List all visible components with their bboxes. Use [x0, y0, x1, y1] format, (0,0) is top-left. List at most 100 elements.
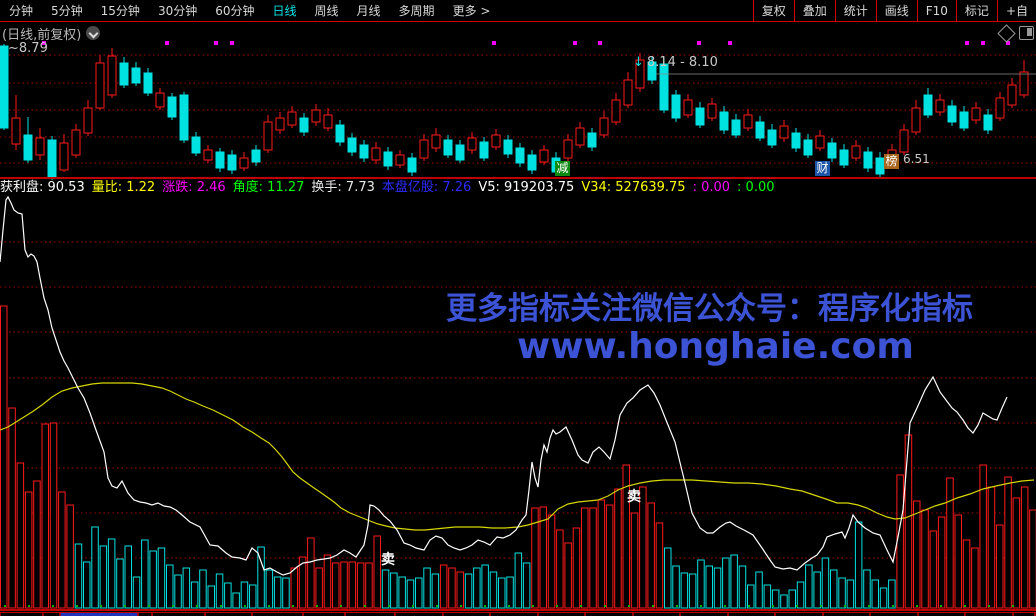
indicator-bar — [207, 585, 215, 609]
baseline-dot — [580, 605, 582, 607]
baseline-dot — [292, 605, 294, 607]
indicator-bar — [813, 571, 821, 609]
baseline-dot — [868, 605, 870, 607]
indicator-bar — [365, 562, 373, 609]
candle-body — [443, 139, 453, 156]
baseline-dot — [460, 605, 462, 607]
candle-body — [119, 62, 129, 86]
indicator-bar — [879, 587, 888, 609]
candle-body — [707, 103, 717, 119]
baseline-dot — [412, 605, 414, 607]
indicator-bar — [91, 526, 99, 609]
indicator-bar — [888, 579, 896, 609]
toolbar-button-3[interactable]: 画线 — [875, 0, 917, 21]
yellow-indicator-line — [0, 382, 1035, 531]
toolbar-button-6[interactable]: +自 — [996, 0, 1036, 21]
indicator-bar — [182, 567, 191, 609]
toolbar-button-2[interactable]: 统计 — [834, 0, 876, 21]
watermark-url: www.honghaie.com — [517, 326, 914, 367]
baseline-dot — [196, 605, 198, 607]
candle-body — [767, 129, 777, 146]
indicator-bar — [99, 545, 108, 609]
indicator-bar — [622, 464, 630, 609]
indicator-bar — [506, 576, 514, 609]
period-tab-2[interactable]: 15分钟 — [100, 4, 140, 18]
indicator-bar — [713, 567, 722, 609]
baseline-dot — [52, 605, 54, 607]
candle-body — [695, 107, 705, 126]
baseline-dot — [484, 605, 486, 607]
indicator-bar — [224, 582, 232, 609]
indicator-bar — [190, 581, 199, 609]
indicator-bar — [307, 537, 315, 609]
toolbar-button-1[interactable]: 叠加 — [793, 0, 835, 21]
period-tab-7[interactable]: 月线 — [356, 4, 381, 18]
candle-body — [563, 139, 573, 159]
candle-body — [371, 147, 381, 161]
toolbar-button-5[interactable]: 标记 — [955, 0, 997, 21]
period-tab-8[interactable]: 多周期 — [398, 4, 435, 18]
indicator-bar — [572, 527, 581, 609]
chevron-down-circle-icon[interactable] — [86, 26, 101, 40]
range-price-label: 8.14 - 8.10 — [647, 55, 718, 70]
candle-body — [239, 157, 249, 169]
candle-body — [407, 157, 417, 173]
baseline-dot — [244, 605, 246, 607]
candle-body — [491, 134, 501, 148]
toolbar-button-4[interactable]: F10 — [916, 0, 956, 21]
candle-body — [395, 154, 405, 166]
indicator-bar — [174, 574, 182, 609]
indicator-bar — [24, 491, 33, 609]
strip-highlight — [60, 612, 138, 616]
candle-body — [515, 147, 525, 164]
indicator-bar — [323, 554, 332, 609]
indicator-bar — [406, 579, 415, 609]
candle-body — [587, 132, 597, 148]
candle-body — [575, 127, 585, 146]
indicator-bar — [605, 504, 614, 609]
baseline-dot — [652, 605, 654, 607]
candle-body — [815, 135, 825, 149]
marker-dot — [573, 41, 577, 45]
period-tab-0[interactable]: 分钟 — [9, 4, 34, 18]
indicator-bar — [738, 565, 747, 609]
indicator-bar — [132, 576, 141, 609]
param-9: : 0.00 — [737, 180, 775, 195]
period-tab-6[interactable]: 周线 — [314, 4, 339, 18]
toolbar-button-0[interactable]: 复权 — [752, 0, 794, 21]
indicator-bar — [929, 530, 938, 609]
param-3: 角度: 11.27 — [232, 180, 305, 195]
baseline-dot — [820, 605, 822, 607]
baseline-dot — [628, 605, 630, 607]
indicator-bar — [149, 550, 157, 609]
period-tab-4[interactable]: 60分钟 — [215, 4, 255, 18]
indicator-bar — [74, 543, 83, 609]
period-tab-9[interactable]: 更多 > — [452, 4, 491, 18]
param-5: 本盘亿股: 7.26 — [381, 180, 472, 195]
indicator-bar — [107, 538, 116, 609]
param-1: 量比: 1.22 — [91, 180, 156, 195]
indicator-bar — [282, 577, 290, 609]
indicator-bar — [996, 524, 1004, 609]
indicator-bar — [937, 516, 946, 609]
indicator-bar — [116, 558, 124, 609]
candle-body — [95, 62, 105, 109]
panel-layout-icon[interactable] — [1019, 26, 1034, 40]
indicator-bar — [232, 592, 240, 609]
period-tab-1[interactable]: 5分钟 — [51, 4, 83, 18]
indicator-bar — [33, 480, 41, 609]
indicator-bar — [647, 502, 655, 609]
indicator-bar — [290, 567, 298, 609]
candle-body — [983, 114, 993, 131]
indicator-bar — [141, 539, 149, 609]
period-tab-5[interactable]: 日线 — [272, 4, 297, 18]
indicator-bar — [921, 509, 929, 609]
watermark-text: 更多指标关注微信公众号：程序化指标 — [446, 291, 973, 327]
indicator-bar — [489, 571, 498, 609]
period-tab-3[interactable]: 30分钟 — [157, 4, 198, 18]
marker-dot — [42, 41, 46, 45]
indicator-bar — [473, 567, 481, 609]
baseline-dot — [988, 605, 990, 607]
candle-body — [383, 151, 393, 167]
